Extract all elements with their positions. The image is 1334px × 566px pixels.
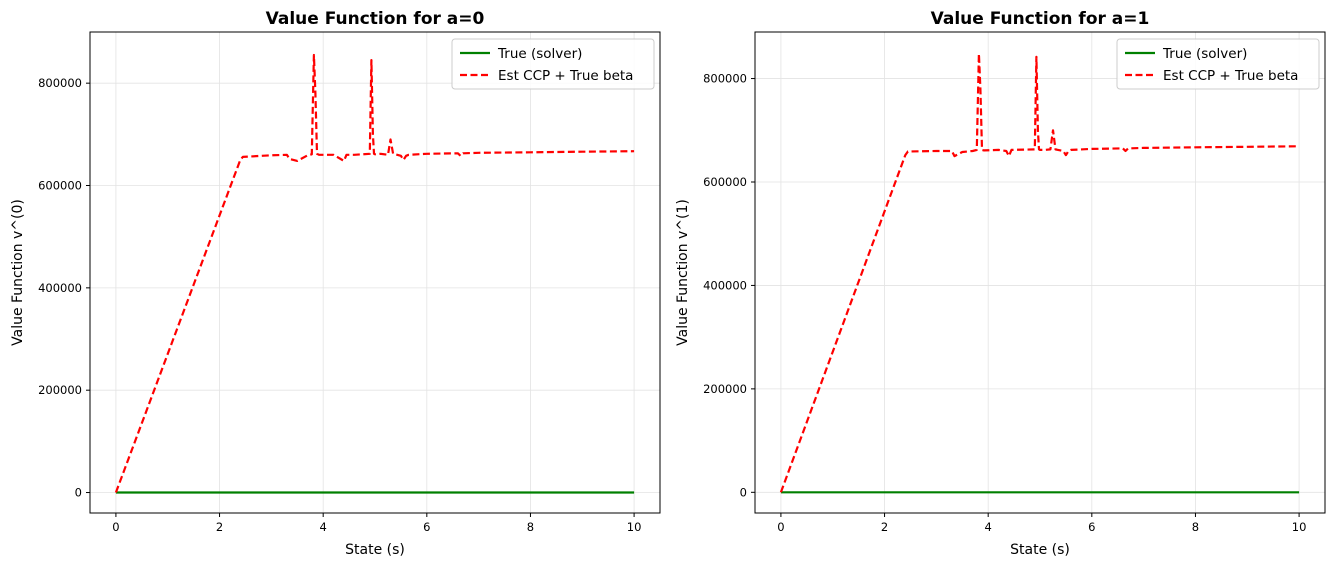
y-tick-label: 0 — [75, 486, 82, 500]
series-line — [114, 53, 635, 493]
y-axis-ticks: 0 200000 400000 600000 800000 — [703, 72, 755, 499]
legend-label: Est CCP + True beta — [1163, 68, 1298, 84]
series-line — [779, 52, 1300, 493]
y-tick-label: 200000 — [38, 383, 82, 397]
y-axis-ticks: 0 200000 400000 600000 800000 — [38, 76, 90, 500]
y-tick-label: 800000 — [38, 76, 82, 90]
chart-title: Value Function for a=0 — [266, 9, 485, 29]
y-axis-label: Value Function v^(0) — [10, 199, 26, 346]
x-tick-label: 10 — [1292, 520, 1307, 534]
x-axis-ticks: 0 2 4 6 8 10 — [777, 513, 1306, 534]
chart-title: Value Function for a=1 — [931, 9, 1150, 29]
x-tick-label: 2 — [216, 520, 223, 534]
y-tick-label: 600000 — [703, 175, 747, 189]
x-tick-label: 10 — [627, 520, 642, 534]
grid-lines — [755, 32, 1325, 513]
x-tick-label: 8 — [1192, 520, 1199, 534]
y-tick-label: 200000 — [703, 382, 747, 396]
legend-box — [1116, 38, 1320, 90]
legend: True (solver) Est CCP + True beta — [451, 38, 655, 90]
x-tick-label: 0 — [777, 520, 784, 534]
x-tick-label: 0 — [112, 520, 119, 534]
x-axis-label: State (s) — [345, 542, 405, 558]
x-tick-label: 4 — [320, 520, 327, 534]
legend: True (solver) Est CCP + True beta — [1116, 38, 1320, 90]
legend-label: True (solver) — [497, 46, 582, 62]
grid-lines — [90, 32, 660, 513]
x-axis-label: State (s) — [1010, 542, 1070, 558]
y-tick-label: 0 — [740, 485, 747, 499]
plot-frame — [754, 31, 1326, 514]
x-axis-ticks: 0 2 4 6 8 10 — [112, 513, 641, 534]
y-tick-label: 400000 — [703, 278, 747, 292]
legend-label: True (solver) — [1162, 46, 1247, 62]
y-tick-label: 600000 — [38, 179, 82, 193]
plot-frame — [89, 31, 661, 514]
x-tick-label: 2 — [881, 520, 888, 534]
legend-label: Est CCP + True beta — [498, 68, 633, 84]
series-layer — [114, 53, 635, 494]
y-tick-label: 800000 — [703, 72, 747, 86]
chart-panel-a0: 0 2 4 6 8 10 0 200000 400000 600000 800000 Value … — [10, 9, 661, 558]
y-axis-label: Value Function v^(1) — [675, 199, 691, 346]
chart-panel-a1: 0 2 4 6 8 10 0 200000 400000 600000 800000 Value … — [675, 9, 1326, 558]
series-layer — [779, 52, 1300, 494]
legend-box — [451, 38, 655, 90]
x-tick-label: 6 — [423, 520, 430, 534]
x-tick-label: 8 — [527, 520, 534, 534]
y-tick-label: 400000 — [38, 281, 82, 295]
x-tick-label: 6 — [1088, 520, 1095, 534]
x-tick-label: 4 — [985, 520, 992, 534]
